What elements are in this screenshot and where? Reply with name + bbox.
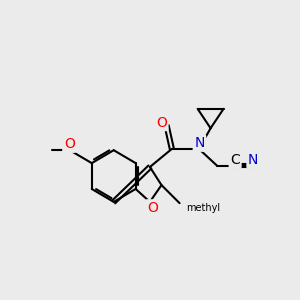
Text: N: N [194,136,205,150]
Text: methyl: methyl [186,203,220,213]
Text: O: O [147,201,158,215]
Text: C: C [230,153,240,167]
Text: N: N [248,153,258,167]
Text: O: O [156,116,167,130]
Text: O: O [64,137,75,151]
